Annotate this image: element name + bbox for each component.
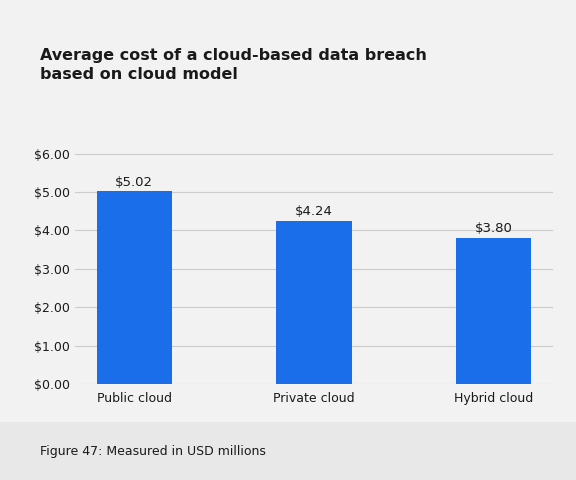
Bar (276, 221, 351, 384)
Bar (97, 191, 172, 384)
Text: $3.80: $3.80 (475, 222, 513, 235)
Text: Average cost of a cloud-based data breach
based on cloud model: Average cost of a cloud-based data breac… (40, 48, 427, 82)
Text: $5.02: $5.02 (115, 176, 153, 189)
Text: Figure 47: Measured in USD millions: Figure 47: Measured in USD millions (40, 444, 266, 458)
Bar (456, 238, 531, 384)
Text: $4.24: $4.24 (295, 205, 333, 218)
